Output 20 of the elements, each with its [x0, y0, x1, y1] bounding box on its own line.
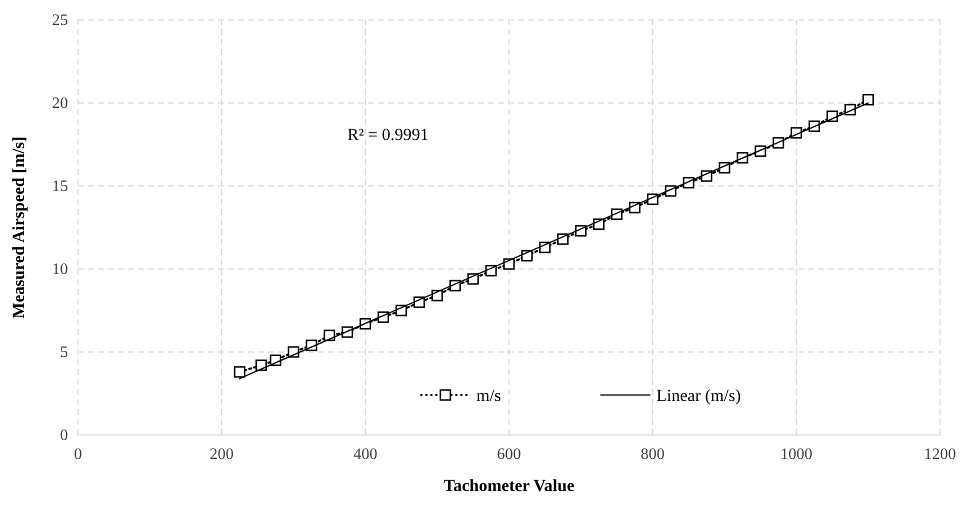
- legend-label: Linear (m/s): [656, 386, 741, 405]
- y-tick-label: 5: [60, 344, 68, 361]
- y-tick-label: 0: [60, 427, 68, 444]
- x-tick-label: 0: [74, 446, 82, 463]
- y-axis-title: Measured Airspeed [m/s]: [9, 136, 28, 318]
- legend-label: m/s: [476, 386, 501, 405]
- x-tick-label: 800: [640, 446, 665, 463]
- point: [862, 94, 874, 106]
- x-tick-label: 600: [497, 446, 521, 463]
- y-tick-label: 10: [52, 261, 68, 278]
- x-tick-label: 200: [210, 446, 234, 463]
- y-tick-label: 15: [52, 178, 68, 195]
- x-tick-label: 1200: [924, 446, 956, 463]
- y-tick-label: 20: [52, 95, 68, 112]
- y-tick-label: 25: [52, 12, 68, 29]
- annotation: R² = 0.9991: [347, 125, 429, 144]
- x-tick-label: 1000: [780, 446, 812, 463]
- point: [234, 366, 246, 378]
- x-axis-title: Tachometer Value: [444, 476, 575, 495]
- x-tick-label: 400: [353, 446, 378, 463]
